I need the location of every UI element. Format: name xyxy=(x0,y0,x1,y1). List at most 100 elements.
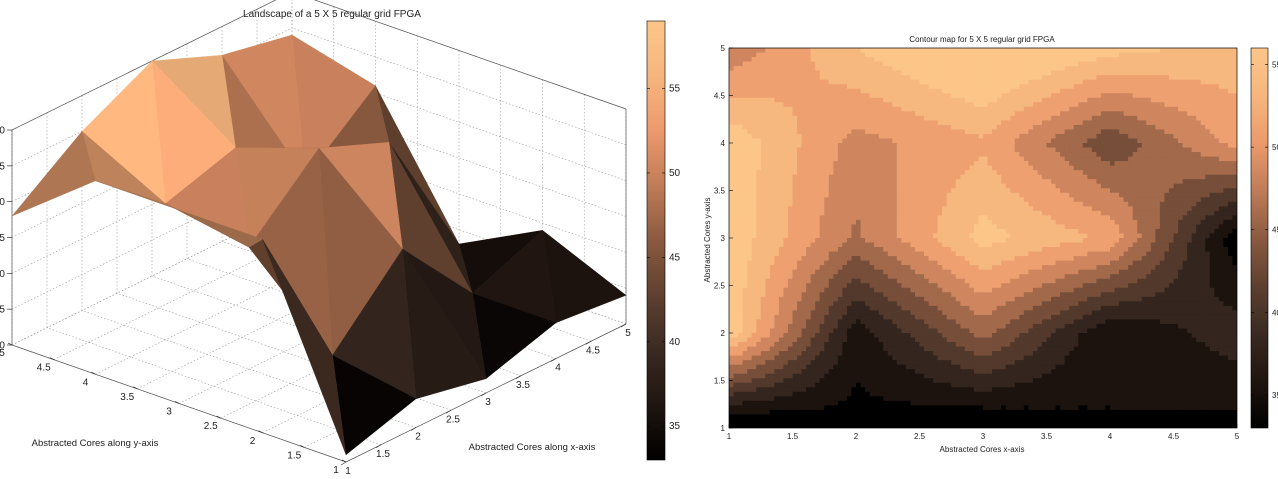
contour-cell xyxy=(1119,62,1124,67)
contour-cell xyxy=(861,148,866,153)
contour-cell xyxy=(1183,211,1188,216)
contour-cell xyxy=(815,206,820,211)
contour-cell xyxy=(743,71,748,76)
contour-cell xyxy=(1092,179,1097,184)
contour-cell xyxy=(1142,206,1147,211)
contour-cell xyxy=(1065,80,1070,85)
contour-cell xyxy=(1151,143,1156,148)
contour-cell xyxy=(851,193,856,198)
contour-cell xyxy=(1164,129,1169,134)
contour-cell xyxy=(965,129,970,134)
contour-cell xyxy=(783,184,788,189)
contour-cell xyxy=(888,62,893,67)
contour-cell xyxy=(1183,152,1188,157)
contour-cell xyxy=(874,138,879,143)
contour-cell xyxy=(1110,62,1115,67)
contour-cell xyxy=(802,138,807,143)
contour-cell xyxy=(1105,233,1110,238)
contour-cell xyxy=(756,125,761,130)
contour-cell xyxy=(806,138,811,143)
contour-cell xyxy=(1092,157,1097,162)
contour-cell xyxy=(861,80,866,85)
contour-cell xyxy=(1042,111,1047,116)
contour-cell xyxy=(1078,102,1083,107)
contour-cell xyxy=(879,134,884,139)
contour-cell xyxy=(978,229,983,234)
contour-cell xyxy=(1047,161,1052,166)
contour-cell xyxy=(1047,62,1052,67)
contour-cell xyxy=(747,166,752,171)
contour-cell xyxy=(738,84,743,89)
contour-cell xyxy=(856,170,861,175)
contour-cell xyxy=(815,75,820,80)
contour-cell xyxy=(1160,188,1165,193)
contour-cell xyxy=(924,220,929,225)
contour-cell xyxy=(960,184,965,189)
contour-cell xyxy=(974,161,979,166)
contour-cell xyxy=(988,152,993,157)
contour-cell xyxy=(901,107,906,112)
contour-cell xyxy=(1169,102,1174,107)
contour-cell xyxy=(892,107,897,112)
contour-cell xyxy=(865,138,870,143)
contour-cell xyxy=(892,62,897,67)
contour-cell xyxy=(892,197,897,202)
contour-cell xyxy=(1024,89,1029,94)
contour-cell xyxy=(874,134,879,139)
contour-cell xyxy=(938,53,943,58)
contour-cell xyxy=(997,211,1002,216)
contour-cell xyxy=(951,188,956,193)
contour-cell xyxy=(829,53,834,58)
contour-cell xyxy=(1223,152,1228,157)
contour-cell xyxy=(1047,238,1052,243)
contour-cell xyxy=(1223,188,1228,193)
contour-cell xyxy=(820,134,825,139)
contour-cell xyxy=(1042,71,1047,76)
contour-cell xyxy=(1101,184,1106,189)
contour-cell xyxy=(1051,111,1056,116)
contour-cell xyxy=(1110,116,1115,121)
contour-cell xyxy=(1223,220,1228,225)
contour-cell xyxy=(838,197,843,202)
contour-cell xyxy=(883,102,888,107)
contour-cell xyxy=(815,134,820,139)
contour-cell xyxy=(1087,179,1092,184)
contour-cell xyxy=(824,193,829,198)
contour-cell xyxy=(978,170,983,175)
contour-cell xyxy=(1119,206,1124,211)
contour-cell xyxy=(815,157,820,162)
contour-cell xyxy=(983,107,988,112)
contour-cell xyxy=(978,48,983,53)
contour-cell xyxy=(888,197,893,202)
contour-cell xyxy=(842,116,847,121)
contour-cell xyxy=(1183,215,1188,220)
contour-cell xyxy=(997,170,1002,175)
contour-cell xyxy=(1078,229,1083,234)
contour-cell xyxy=(865,134,870,139)
contour-cell xyxy=(1178,197,1183,202)
contour-cell xyxy=(951,175,956,180)
contour-cell xyxy=(951,138,956,143)
contour-cell xyxy=(883,66,888,71)
contour-cell xyxy=(1037,143,1042,148)
contour-cell xyxy=(1128,179,1133,184)
contour-cell xyxy=(1151,120,1156,125)
contour-cell xyxy=(1110,229,1115,234)
contour-cell xyxy=(861,220,866,225)
contour-cell xyxy=(956,125,961,130)
contour-cell xyxy=(924,188,929,193)
contour-cell xyxy=(965,229,970,234)
contour-cell xyxy=(965,89,970,94)
contour-cell xyxy=(870,125,875,130)
contour-cell xyxy=(1083,148,1088,153)
contour-cell xyxy=(1083,202,1088,207)
contour-cell xyxy=(1164,120,1169,125)
contour-cell xyxy=(1051,161,1056,166)
contour-cell xyxy=(783,157,788,162)
contour-cell xyxy=(847,238,852,243)
contour-cell xyxy=(1169,57,1174,62)
contour-cell xyxy=(1042,89,1047,94)
contour-cell xyxy=(838,175,843,180)
contour-cell xyxy=(965,161,970,166)
contour-cell xyxy=(883,111,888,116)
